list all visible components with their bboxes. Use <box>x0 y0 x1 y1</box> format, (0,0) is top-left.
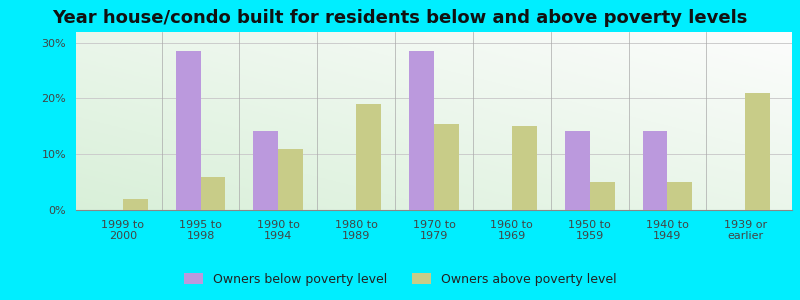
Bar <box>278 148 303 210</box>
Bar <box>590 182 614 210</box>
Bar <box>642 131 667 210</box>
Bar <box>565 131 590 210</box>
Bar <box>122 199 147 210</box>
Bar <box>176 51 201 210</box>
Bar <box>667 182 692 210</box>
Bar <box>746 93 770 210</box>
Bar <box>356 104 381 210</box>
Bar <box>512 126 537 210</box>
Bar <box>201 176 226 210</box>
Legend: Owners below poverty level, Owners above poverty level: Owners below poverty level, Owners above… <box>179 268 621 291</box>
Bar <box>434 124 459 210</box>
Bar <box>254 131 278 210</box>
Text: Year house/condo built for residents below and above poverty levels: Year house/condo built for residents bel… <box>52 9 748 27</box>
Bar <box>409 51 434 210</box>
